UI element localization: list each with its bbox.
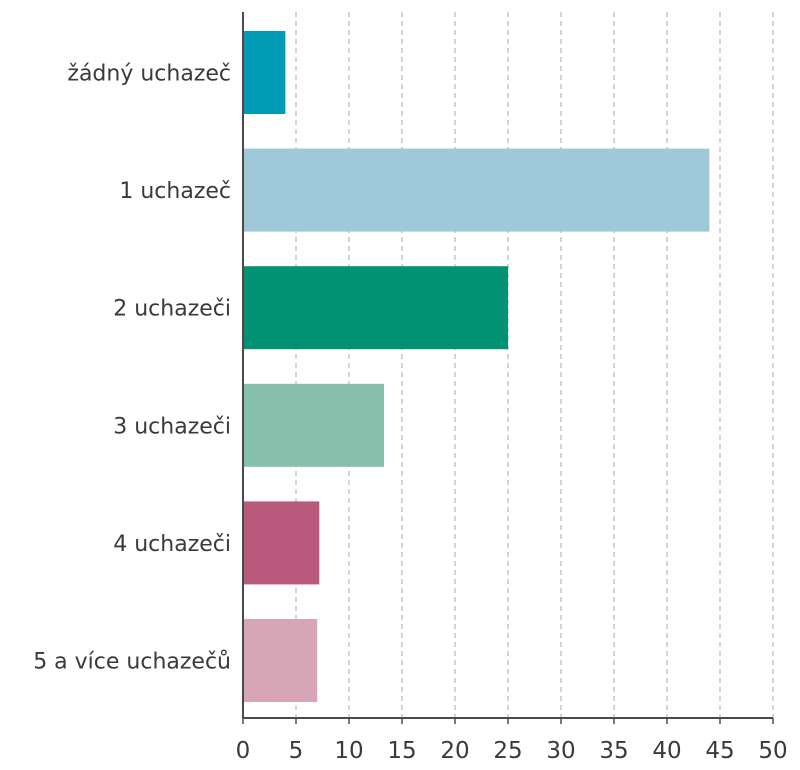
x-tick-label: 40 [652, 738, 681, 764]
category-label: 4 uchazeči [113, 532, 231, 557]
category-label: 1 uchazeč [119, 179, 231, 204]
bar-1 [243, 148, 710, 232]
bar-2 [243, 266, 508, 350]
bars [243, 31, 710, 702]
x-tick-label: 0 [236, 738, 251, 764]
category-label: žádný uchazeč [67, 62, 231, 87]
bar-3 [243, 383, 384, 467]
x-tick-label: 25 [493, 738, 522, 764]
category-labels: žádný uchazeč 1 uchazeč 2 uchazeči 3 uchaze… [33, 62, 231, 675]
x-tick-label: 20 [440, 738, 469, 764]
x-tick-label: 5 [289, 738, 304, 764]
tick-labels: 0 5 10 15 20 25 30 35 40 45 50 [236, 738, 788, 764]
category-label: 2 uchazeči [113, 297, 231, 322]
axes [242, 12, 774, 724]
x-tick-label: 45 [705, 738, 734, 764]
bar-4 [243, 501, 320, 585]
x-tick-label: 50 [758, 738, 787, 764]
bar-5 [243, 619, 318, 702]
category-label: 3 uchazeči [113, 414, 231, 439]
x-tick-label: 15 [387, 738, 416, 764]
x-tick-label: 35 [599, 738, 628, 764]
x-tick-label: 10 [334, 738, 363, 764]
x-tick-label: 30 [546, 738, 575, 764]
category-label: 5 a více uchazečů [33, 650, 231, 675]
bar-0 [243, 31, 286, 114]
gridlines [295, 12, 774, 718]
